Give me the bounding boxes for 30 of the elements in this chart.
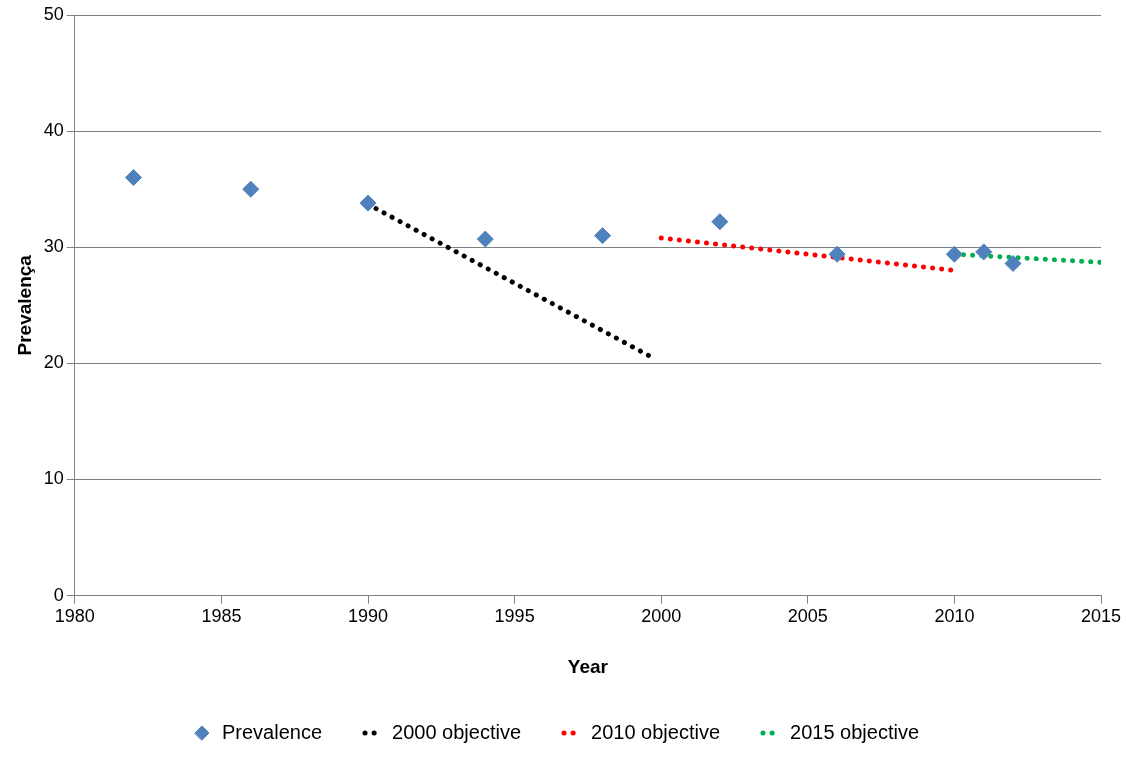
point: [945, 245, 963, 263]
y-tick-label: 20: [43, 352, 64, 373]
x-tick-label: 2005: [787, 606, 828, 627]
point: [476, 230, 494, 248]
x-tick-label: 1985: [201, 606, 242, 627]
y-axis-title: Prevalença: [13, 254, 35, 356]
x-tick-label: 2015: [1080, 606, 1122, 627]
point: [359, 194, 377, 212]
legend-label: 2010 objective: [591, 720, 721, 743]
legend-label: 2015 objective: [790, 720, 920, 743]
point: [828, 245, 846, 263]
x-tick-label: 1995: [494, 606, 535, 627]
point: [711, 213, 729, 231]
point: [124, 169, 142, 187]
point: [975, 243, 993, 261]
point: [242, 180, 260, 198]
x-tick-label: 2000: [641, 606, 682, 627]
x-tick-label: 1990: [347, 606, 389, 627]
point: [594, 227, 612, 245]
y-tick-label: 40: [43, 120, 64, 141]
legend-label: Prevalence: [221, 720, 323, 743]
y-tick-label: 50: [43, 3, 64, 24]
y-tick-label: 30: [43, 236, 64, 257]
x-tick-label: 2010: [934, 606, 975, 627]
legend-label: 2000 objective: [392, 720, 522, 743]
x-axis-title: Year: [567, 655, 609, 677]
y-tick-label: 0: [53, 584, 64, 605]
point: [1004, 255, 1022, 272]
y-tick-label: 10: [43, 468, 64, 489]
x-tick-label: 1980: [54, 606, 95, 627]
